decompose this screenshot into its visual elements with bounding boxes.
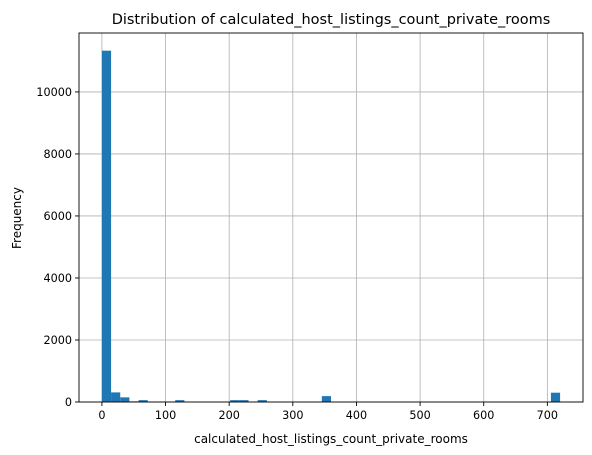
histogram-bar bbox=[257, 400, 267, 402]
histogram-bar bbox=[550, 392, 561, 402]
x-tick-label: 100 bbox=[155, 409, 176, 422]
histogram-bar bbox=[120, 397, 130, 402]
y-axis-ticks: 0 2000 4000 6000 8000 10000 bbox=[36, 86, 79, 409]
x-tick-label: 300 bbox=[282, 409, 303, 422]
x-tick-label: 600 bbox=[473, 409, 494, 422]
x-axis-label: calculated_host_listings_count_private_r… bbox=[194, 432, 468, 446]
x-axis-ticks: 0 100 200 300 400 500 600 700 bbox=[98, 402, 558, 422]
y-tick-label: 2000 bbox=[44, 334, 72, 347]
y-tick-label: 6000 bbox=[44, 210, 72, 223]
histogram-bar bbox=[230, 400, 240, 402]
y-tick-label: 8000 bbox=[44, 148, 72, 161]
histogram-bar bbox=[175, 400, 185, 402]
x-tick-label: 200 bbox=[219, 409, 240, 422]
plot-frame bbox=[78, 32, 584, 403]
plot-area bbox=[79, 33, 583, 402]
histogram-bar bbox=[111, 392, 121, 402]
x-tick-label: 400 bbox=[346, 409, 367, 422]
histogram-bar bbox=[321, 396, 331, 402]
histogram-bar bbox=[138, 400, 148, 402]
histogram-bar bbox=[101, 50, 112, 402]
y-tick-label: 0 bbox=[65, 396, 72, 409]
histogram-bar bbox=[239, 400, 249, 402]
x-tick-label: 700 bbox=[537, 409, 558, 422]
y-tick-label: 4000 bbox=[44, 272, 72, 285]
x-tick-label: 500 bbox=[409, 409, 430, 422]
y-tick-label: 10000 bbox=[36, 86, 72, 99]
chart-title: Distribution of calculated_host_listings… bbox=[112, 12, 551, 28]
x-tick-label: 0 bbox=[98, 409, 105, 422]
y-axis-label: Frequency bbox=[10, 187, 24, 249]
